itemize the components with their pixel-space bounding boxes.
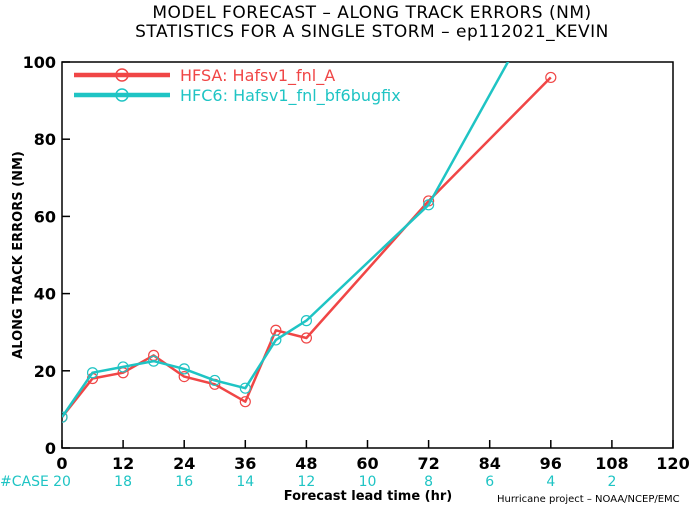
x-tick-label: 108 [595, 454, 628, 473]
data-point [117, 361, 129, 373]
y-axis-label: ALONG TRACK ERRORS (NM) [11, 151, 26, 359]
y-tick-label: 100 [23, 53, 56, 72]
legend-swatch-marker [115, 68, 129, 82]
y-tick-label: 60 [34, 207, 56, 226]
data-point [239, 382, 251, 394]
chart-title-line-2: STATISTICS FOR A SINGLE STORM – ep112021… [135, 22, 609, 42]
y-tick-label: 40 [34, 285, 56, 304]
x-tick-label: 0 [56, 454, 67, 473]
data-point [62, 411, 68, 423]
case-count: 14 [236, 474, 254, 490]
series-layer [62, 62, 557, 423]
case-count: 16 [175, 474, 193, 490]
data-point [270, 334, 282, 346]
data-point [300, 315, 312, 327]
y-axis: 0 20 40 60 80 100 [23, 53, 70, 458]
series-line-1 [62, 62, 510, 418]
case-count: 2 [607, 474, 616, 490]
case-count: 18 [114, 474, 132, 490]
data-point [178, 370, 190, 383]
case-count-label: #CASE [0, 474, 49, 490]
data-point [239, 396, 251, 408]
chart-title-line-1: MODEL FORECAST – ALONG TRACK ERRORS (NM) [152, 3, 591, 23]
x-tick-label: 48 [295, 454, 317, 473]
case-count: 10 [359, 474, 377, 490]
data-point [545, 71, 557, 84]
legend-swatch-marker [115, 88, 129, 102]
y-tick-label: 80 [34, 130, 56, 149]
x-tick-label: 96 [540, 454, 562, 473]
x-tick-label: 84 [479, 454, 501, 473]
case-counts: #CASE 20 18 16 14 12 10 8 6 4 2 [0, 474, 616, 490]
case-count: 20 [53, 474, 71, 490]
case-count: 8 [424, 474, 433, 490]
data-point [423, 199, 435, 211]
case-count: 4 [546, 474, 555, 490]
case-count: 12 [297, 474, 315, 490]
case-count: 6 [485, 474, 494, 490]
data-point [300, 332, 312, 344]
data-point [209, 374, 221, 387]
y-tick-label: 20 [34, 362, 56, 381]
legend-label: HFC6: Hafsv1_fnl_bf6bugfix [180, 86, 401, 106]
data-point [86, 367, 99, 379]
plot-frame [61, 61, 674, 449]
series-line-0 [62, 76, 552, 418]
credit-text: Hurricane project – NOAA/NCEP/EMC [497, 494, 680, 505]
x-tick-label: 12 [112, 454, 134, 473]
x-tick-label: 72 [417, 454, 439, 473]
x-axis: 0 12 24 36 48 60 72 84 96 108 120 [56, 440, 690, 473]
x-tick-label: 36 [234, 454, 256, 473]
data-point [148, 355, 160, 367]
data-point [178, 363, 190, 375]
x-tick-label: 60 [356, 454, 378, 473]
x-tick-label: 120 [656, 454, 689, 473]
y-tick-label: 0 [45, 439, 56, 458]
x-tick-label: 24 [173, 454, 195, 473]
x-axis-label: Forecast lead time (hr) [284, 489, 452, 504]
legend-label: HFSA: Hafsv1_fnl_A [180, 66, 335, 86]
